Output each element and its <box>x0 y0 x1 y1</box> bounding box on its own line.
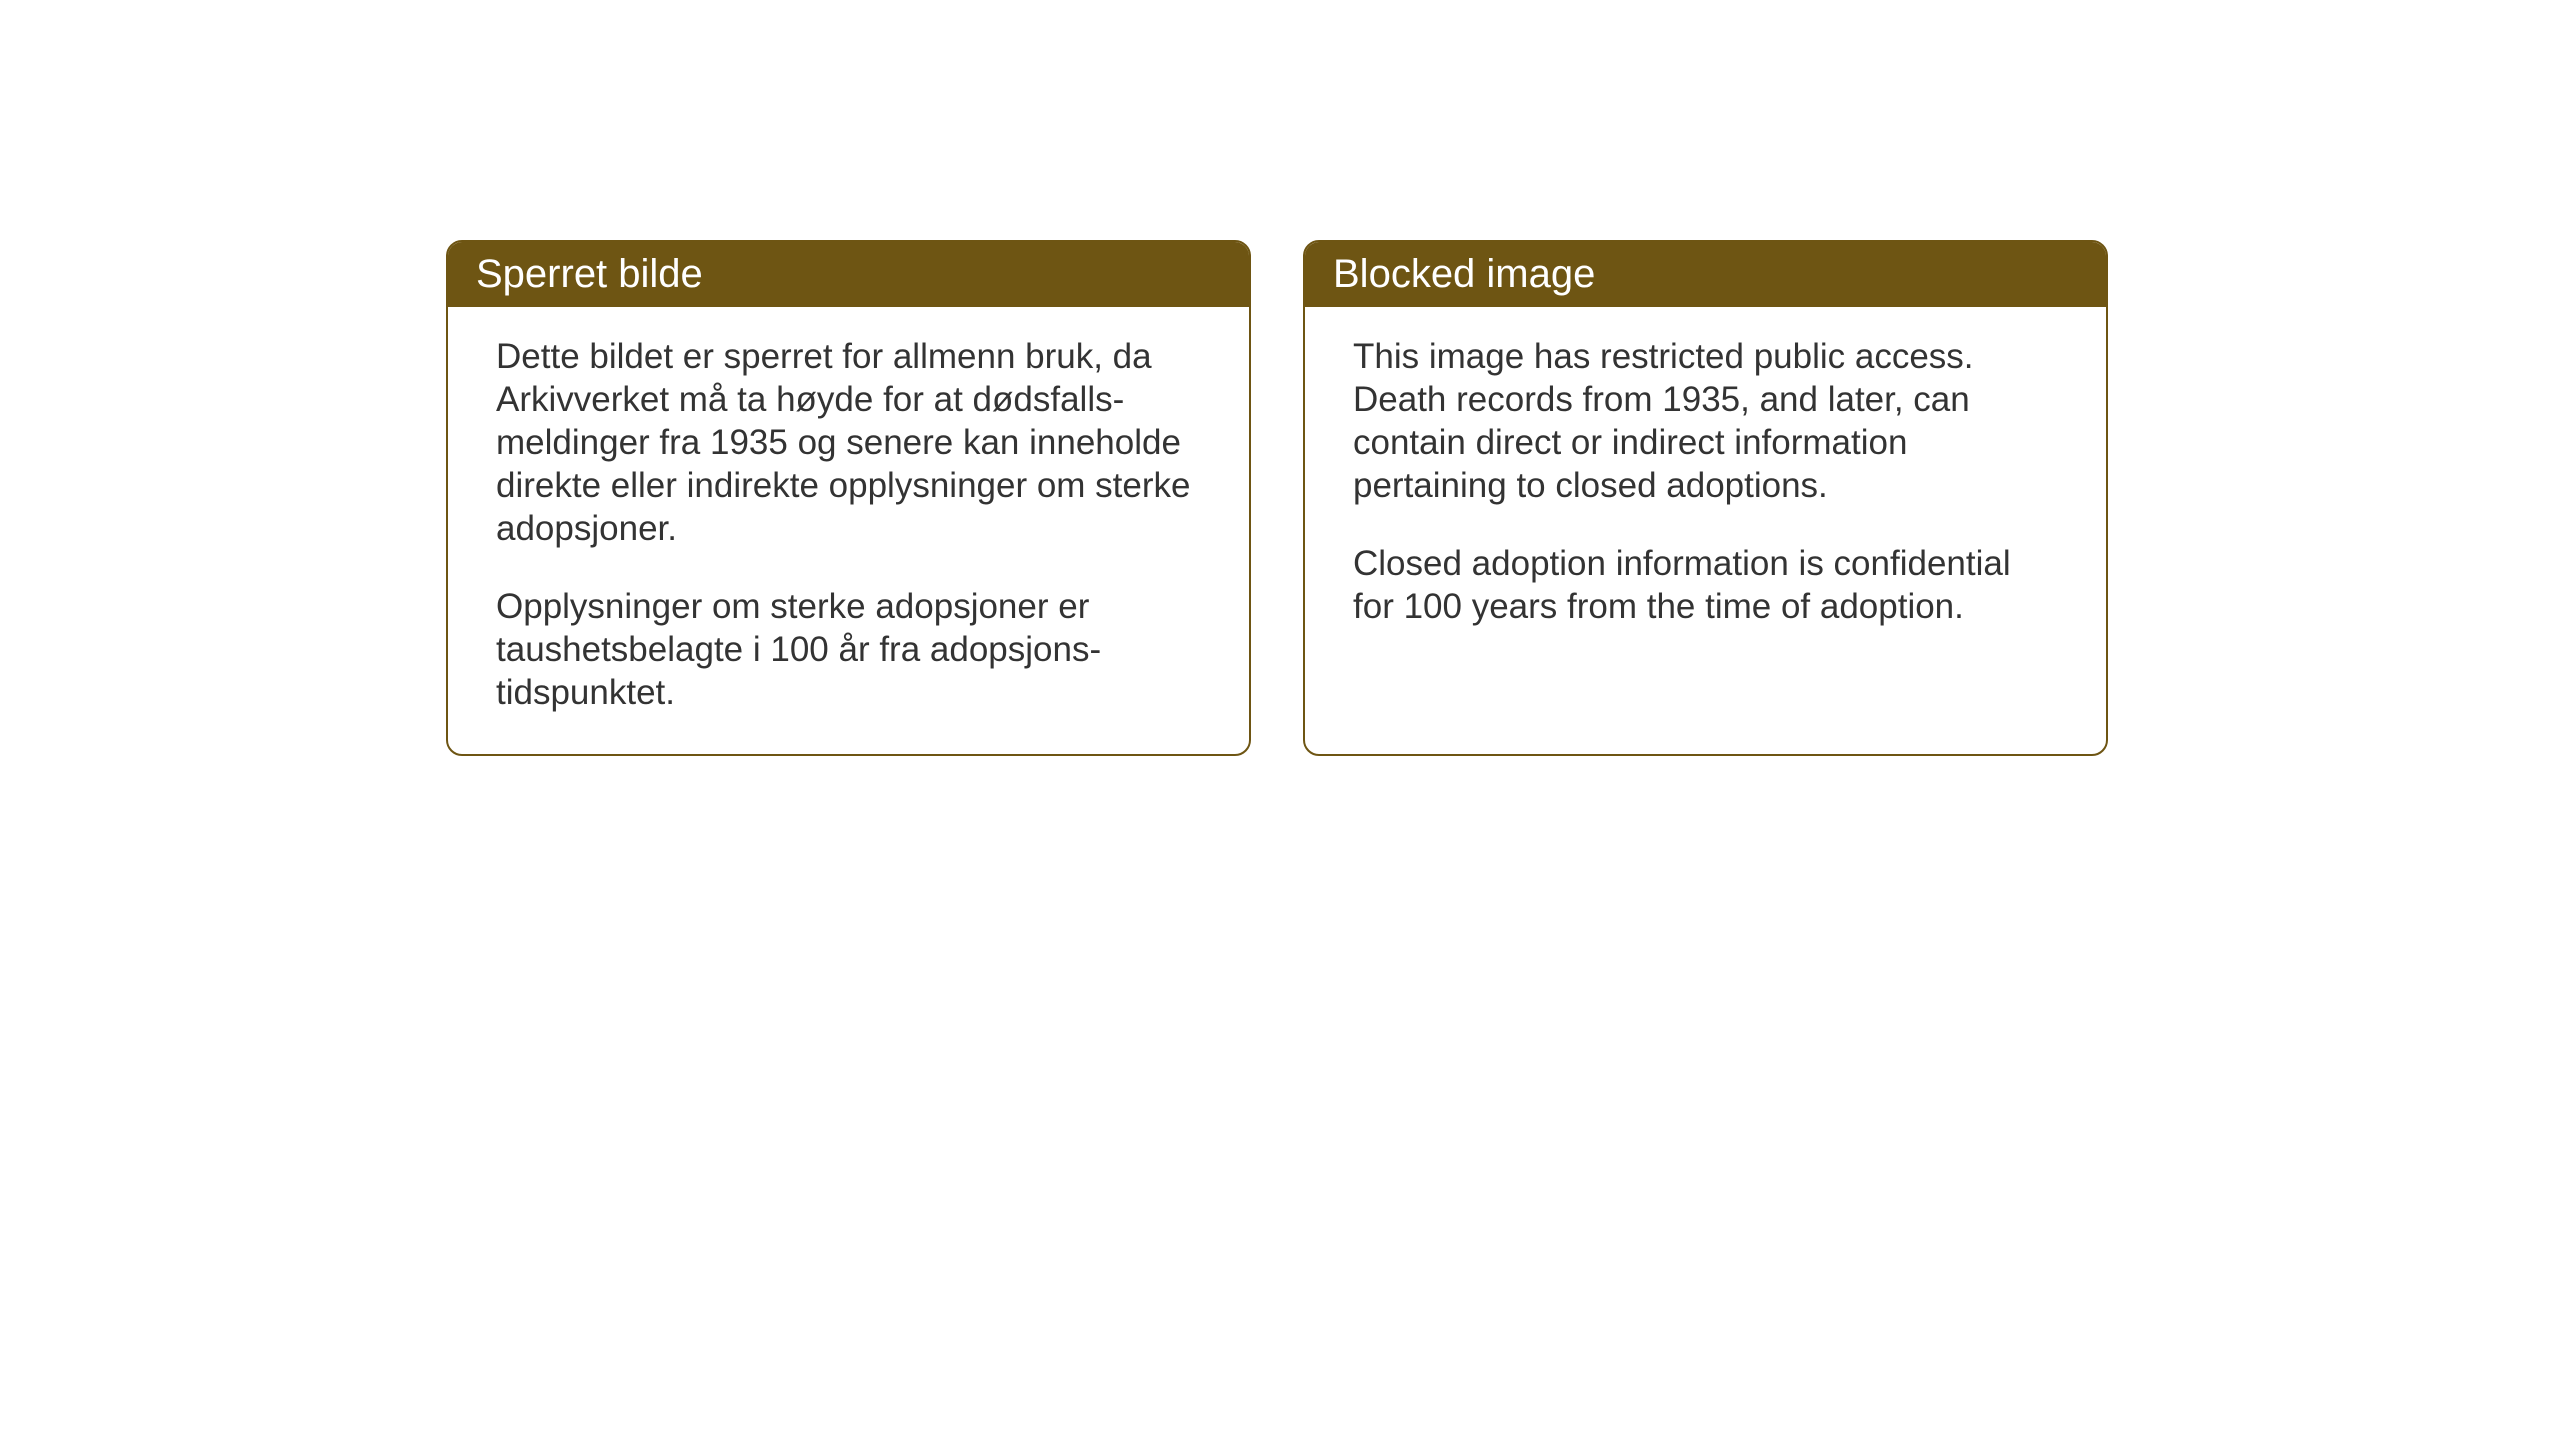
notice-cards-container: Sperret bilde Dette bildet er sperret fo… <box>446 240 2108 756</box>
english-card-title: Blocked image <box>1305 242 2106 307</box>
english-notice-card: Blocked image This image has restricted … <box>1303 240 2108 756</box>
english-paragraph-2: Closed adoption information is confident… <box>1353 542 2058 628</box>
norwegian-card-body: Dette bildet er sperret for allmenn bruk… <box>448 307 1249 754</box>
english-paragraph-1: This image has restricted public access.… <box>1353 335 2058 507</box>
norwegian-notice-card: Sperret bilde Dette bildet er sperret fo… <box>446 240 1251 756</box>
norwegian-card-title: Sperret bilde <box>448 242 1249 307</box>
norwegian-paragraph-2: Opplysninger om sterke adopsjoner er tau… <box>496 585 1201 714</box>
norwegian-paragraph-1: Dette bildet er sperret for allmenn bruk… <box>496 335 1201 550</box>
english-card-body: This image has restricted public access.… <box>1305 307 2106 668</box>
